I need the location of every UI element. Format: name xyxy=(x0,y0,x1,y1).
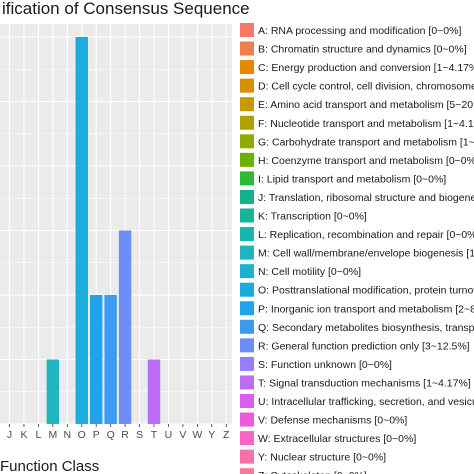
legend-label-z: Z: Cytoskeleton [0~0%] xyxy=(258,470,367,474)
legend-swatch-z xyxy=(240,468,254,474)
bar-q xyxy=(104,295,117,424)
legend-swatch-v xyxy=(240,412,254,427)
legend-label-l: L: Replication, recombination and repair… xyxy=(258,229,474,241)
x-tick-label: T xyxy=(151,429,158,441)
legend-label-q: Q: Secondary metabolites biosynthesis, t… xyxy=(258,322,474,334)
x-tick-label: N xyxy=(64,429,72,441)
legend-label-y: Y: Nuclear structure [0~0%] xyxy=(258,452,386,464)
bar-series xyxy=(46,37,161,424)
legend-swatch-d xyxy=(240,78,254,93)
legend-swatch-u xyxy=(240,394,254,408)
bar-p xyxy=(90,295,103,424)
legend-label-s: S: Function unknown [0~0%] xyxy=(258,359,392,371)
legend-swatch-m xyxy=(240,245,254,260)
legend-swatch-h xyxy=(240,152,254,167)
legend: A: RNA processing and modification [0~0%… xyxy=(240,23,474,474)
legend-label-n: N: Cell motility [0~0%] xyxy=(258,266,361,278)
legend-swatch-k xyxy=(240,208,254,223)
legend-swatch-c xyxy=(240,60,254,75)
chart-title: ification of Consensus Sequence xyxy=(2,0,250,18)
legend-swatch-l xyxy=(240,227,254,242)
x-axis-label: Function Class xyxy=(0,458,99,474)
x-tick-label: J xyxy=(7,429,12,441)
legend-label-b: B: Chromatin structure and dynamics [0~0… xyxy=(258,44,467,56)
bar-o xyxy=(75,37,88,424)
legend-label-h: H: Coenzyme transport and metabolism [0~… xyxy=(258,155,474,167)
legend-label-r: R: General function prediction only [3~1… xyxy=(258,340,470,352)
legend-label-t: T: Signal transduction mechanisms [1~4.1… xyxy=(258,377,471,389)
legend-swatch-j xyxy=(240,189,254,204)
legend-label-j: J: Translation, ribosomal structure and … xyxy=(258,192,474,204)
legend-swatch-i xyxy=(240,171,254,186)
legend-label-p: P: Inorganic ion transport and metabolis… xyxy=(258,303,474,315)
x-tick-label: M xyxy=(48,429,57,441)
legend-swatch-b xyxy=(240,41,254,56)
legend-label-w: W: Extracellular structures [0~0%] xyxy=(258,433,416,445)
legend-swatch-p xyxy=(240,301,254,316)
legend-label-v: V: Defense mechanisms [0~0%] xyxy=(258,415,407,427)
legend-label-f: F: Nucleotide transport and metabolism [… xyxy=(258,118,474,130)
x-tick-label: P xyxy=(93,429,100,441)
legend-swatch-y xyxy=(240,449,254,464)
legend-label-d: D: Cell cycle control, cell division, ch… xyxy=(258,81,474,93)
x-tick-label: Q xyxy=(107,429,115,441)
bar-r xyxy=(118,230,132,424)
legend-label-g: G: Carbohydrate transport and metabolism… xyxy=(258,136,474,148)
bar-m xyxy=(46,359,60,424)
legend-label-a: A: RNA processing and modification [0~0%… xyxy=(258,25,461,37)
x-tick-label: Y xyxy=(208,429,215,441)
legend-label-i: I: Lipid transport and metabolism [0~0%] xyxy=(258,173,446,185)
legend-swatch-e xyxy=(240,97,254,112)
legend-swatch-g xyxy=(240,134,254,149)
x-tick-label: Z xyxy=(223,429,230,441)
legend-swatch-t xyxy=(240,375,254,390)
legend-label-o: O: Posttranslational modification, prote… xyxy=(258,285,474,297)
legend-swatch-r xyxy=(240,338,254,353)
legend-swatch-f xyxy=(240,115,254,130)
x-tick-label: S xyxy=(136,429,143,441)
bar-t xyxy=(147,359,161,424)
x-tick-label: O xyxy=(78,429,86,441)
legend-label-k: K: Transcription [0~0%] xyxy=(258,211,367,223)
x-tick-label: L xyxy=(35,429,41,441)
x-tick-label: K xyxy=(20,429,27,441)
x-tick-label: W xyxy=(192,429,202,441)
legend-label-c: C: Energy production and conversion [1~4… xyxy=(258,62,474,74)
legend-swatch-s xyxy=(240,356,254,371)
legend-swatch-a xyxy=(240,23,254,37)
x-tick-label: V xyxy=(179,429,186,441)
legend-swatch-w xyxy=(240,431,254,446)
legend-swatch-o xyxy=(240,282,254,297)
legend-label-m: M: Cell wall/membrane/envelope biogenesi… xyxy=(258,248,474,260)
x-tick-label: R xyxy=(121,429,129,441)
legend-swatch-n xyxy=(240,264,254,279)
legend-label-e: E: Amino acid transport and metabolism [… xyxy=(258,99,474,111)
x-tick-label: U xyxy=(165,429,173,441)
legend-swatch-q xyxy=(240,319,254,334)
legend-label-u: U: Intracellular trafficking, secretion,… xyxy=(258,396,474,408)
